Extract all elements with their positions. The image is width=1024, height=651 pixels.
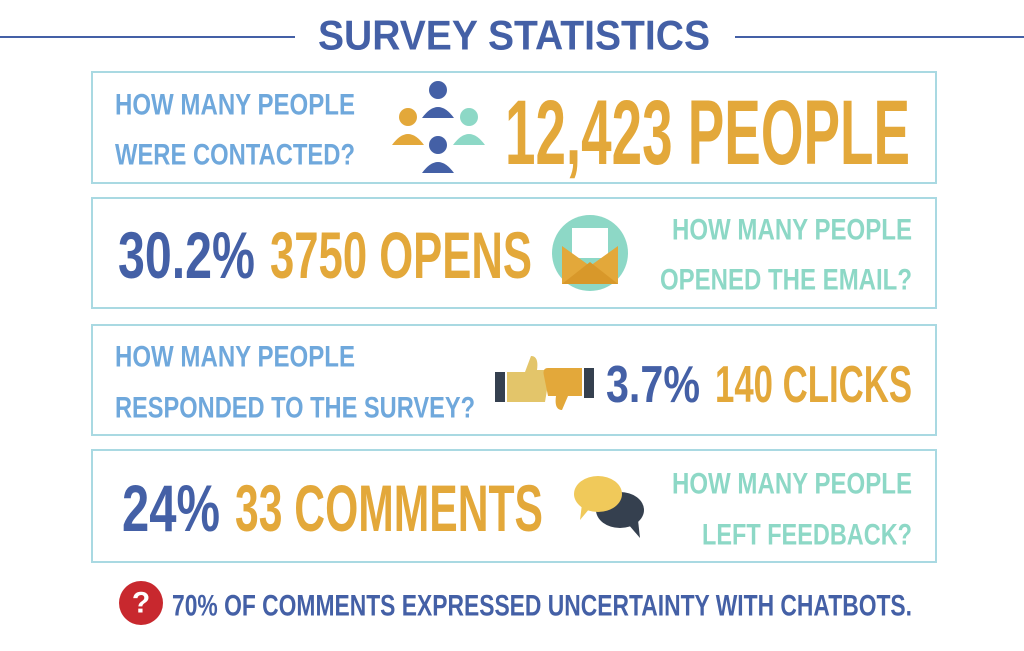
question: LEFT FEEDBACK? (702, 519, 912, 552)
footer-note: 70% OF COMMENTS EXPRESSED UNCERTAINTY WI… (172, 590, 912, 623)
envelope-icon (552, 215, 628, 291)
value: 140 CLICKS (715, 356, 912, 414)
chat-icon (574, 476, 644, 538)
row-box (91, 71, 937, 184)
question: HOW MANY PEOPLE (672, 214, 912, 247)
badge-icon: ? (132, 587, 150, 620)
question: RESPONDED TO THE SURVEY? (115, 392, 475, 425)
row-box (91, 197, 937, 309)
question: OPENED THE EMAIL? (660, 264, 912, 297)
question: WERE CONTACTED? (115, 139, 355, 172)
value: 33 COMMENTS (235, 471, 543, 545)
title: SURVEY STATISTICS (318, 12, 710, 59)
percent: 30.2% (118, 218, 255, 292)
row-box (91, 449, 937, 563)
question: HOW MANY PEOPLE (115, 341, 355, 374)
row-box (91, 324, 937, 436)
question-badge (119, 581, 163, 625)
value: 12,423 PEOPLE (505, 82, 910, 184)
people-icon (392, 81, 485, 173)
question: HOW MANY PEOPLE (672, 468, 912, 501)
value: 3750 OPENS (270, 218, 532, 292)
percent: 24% (122, 471, 220, 545)
thumbs-icon (495, 356, 594, 410)
percent: 3.7% (606, 356, 700, 414)
question: HOW MANY PEOPLE (115, 89, 355, 122)
